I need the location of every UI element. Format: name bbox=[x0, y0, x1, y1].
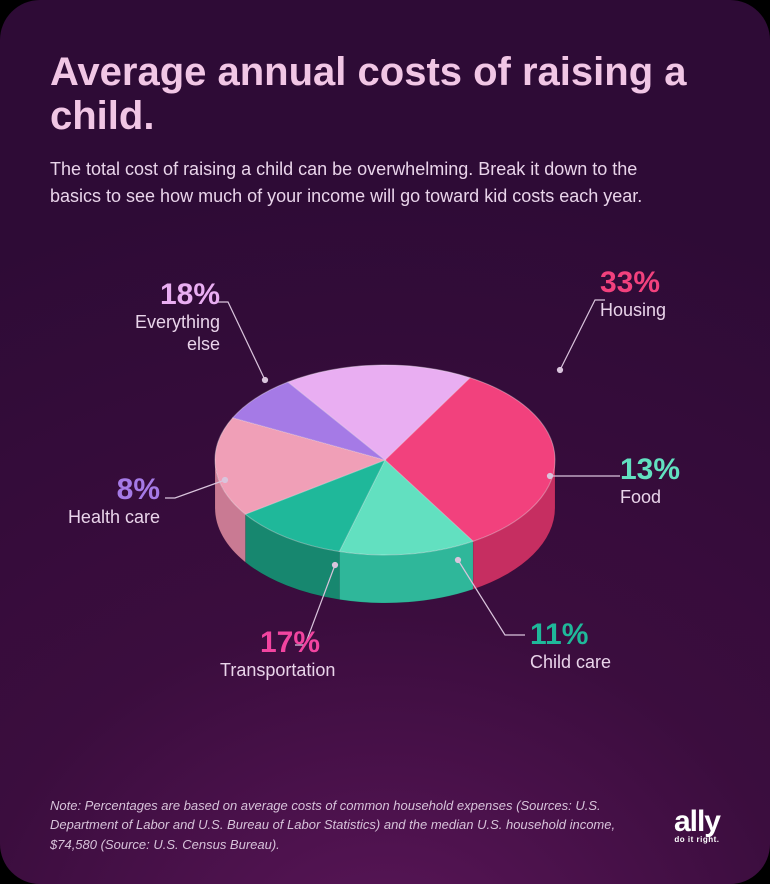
title: Average annual costs of raising a child. bbox=[50, 50, 720, 138]
slice-name: Everything else bbox=[120, 312, 220, 355]
slice-label-transportation: 17%Transportation bbox=[220, 628, 320, 682]
infographic-card: Average annual costs of raising a child.… bbox=[0, 0, 770, 884]
slice-percent: 11% bbox=[530, 620, 611, 650]
brand-logo: ally do it right. bbox=[674, 808, 720, 844]
slice-name: Transportation bbox=[220, 660, 320, 682]
slice-name: Housing bbox=[600, 300, 666, 322]
slice-percent: 8% bbox=[60, 475, 160, 505]
slice-percent: 13% bbox=[620, 455, 680, 485]
brand-word: ally bbox=[674, 808, 720, 835]
brand-tagline: do it right. bbox=[674, 835, 720, 844]
subtitle: The total cost of raising a child can be… bbox=[50, 156, 670, 210]
slice-label-health-care: 8%Health care bbox=[60, 475, 160, 529]
slice-percent: 33% bbox=[600, 268, 666, 298]
slice-label-child-care: 11%Child care bbox=[530, 620, 611, 674]
slice-name: Health care bbox=[60, 507, 160, 529]
slice-percent: 17% bbox=[220, 628, 320, 658]
slice-name: Food bbox=[620, 487, 680, 509]
footnote: Note: Percentages are based on average c… bbox=[50, 796, 620, 855]
slice-name: Child care bbox=[530, 652, 611, 674]
slice-percent: 18% bbox=[120, 280, 220, 310]
slice-label-food: 13%Food bbox=[620, 455, 680, 509]
pie-chart-3d: 33%Housing 13%Food 11%Child care 17%Transpo… bbox=[50, 240, 720, 710]
slice-label-everything-else: 18%Everything else bbox=[120, 280, 220, 355]
slice-label-housing: 33%Housing bbox=[600, 268, 666, 322]
